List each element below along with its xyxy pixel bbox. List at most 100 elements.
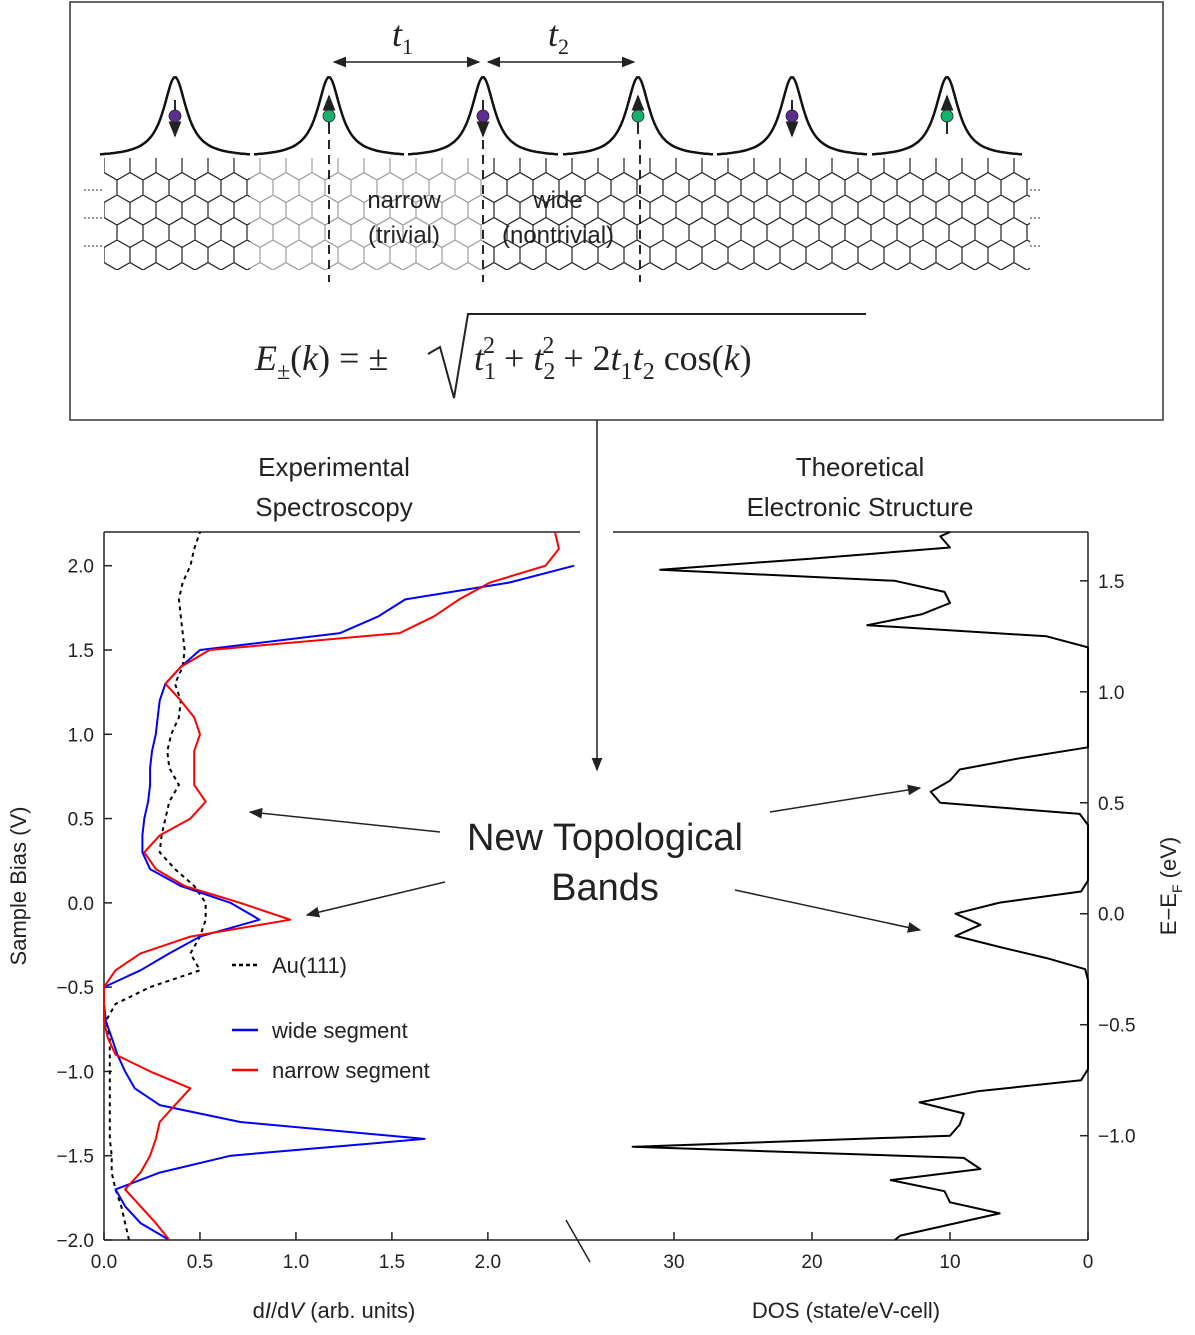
y-tick-label: −1.0 [1098, 1127, 1136, 1148]
data-line [103, 564, 575, 1241]
sqrt-sign [427, 313, 866, 399]
x-tick-label: 20 [801, 1252, 822, 1273]
label-part: d [253, 1298, 265, 1323]
x-tick-label: 1.0 [283, 1252, 309, 1273]
segment-label: wide [532, 187, 582, 214]
x-tick-label: 1.5 [379, 1252, 405, 1273]
y-tick-label: −2.0 [56, 1231, 94, 1252]
y-axis-label: E−EF (eV) [1156, 837, 1185, 935]
y-tick-label: −0.5 [1098, 1016, 1136, 1037]
eq-part: + 2 [554, 338, 610, 378]
schematic: t1 t2 narrow (trivial) wide (nontrivial)… [69, 1, 1164, 421]
segment-label: narrow [367, 187, 441, 214]
y-tick-label: 0.5 [1098, 794, 1124, 815]
ribbon [104, 158, 1030, 270]
data-line [631, 531, 1089, 1241]
spin [631, 109, 645, 123]
eq-part: 2 [483, 333, 495, 359]
y-tick-label: 1.5 [68, 641, 94, 662]
hopping-label: t1 [392, 14, 413, 59]
x-tick-label: 0.0 [91, 1252, 117, 1273]
y-tick-label: 1.0 [68, 725, 94, 746]
schematic-frame [69, 1, 1164, 421]
eq-part: 1 [621, 359, 633, 385]
eq-part: 1 [484, 359, 496, 385]
wavefunction-peaks [99, 76, 1023, 156]
annotation: Bands [551, 867, 659, 909]
y-tick-label: 0.0 [1098, 905, 1124, 926]
eq-part: ± [277, 359, 290, 385]
y-tick-label: 0.0 [68, 894, 94, 915]
eq-part: 2 [643, 359, 655, 385]
y-tick-label: −1.0 [56, 1062, 94, 1083]
eq-part: k [724, 338, 741, 378]
x-tick-label: 0 [1083, 1252, 1094, 1273]
x-tick-label: 10 [939, 1252, 960, 1273]
y-tick-label: 0.5 [68, 810, 94, 831]
data-line [103, 531, 560, 1241]
plots: 0.0 0.5 1.0 1.5 2.0 −2.0 −1.5 −1.0 −0.5 0.0 0.5 1.0… [56, 531, 1136, 1273]
spin [785, 109, 799, 123]
eq-part: + [495, 338, 533, 378]
equation-radicand: t12 + t22 + 2t1t2 cos(k) [474, 333, 752, 385]
legend-label: wide segment [271, 1018, 408, 1043]
label-part: /d [271, 1298, 289, 1323]
label-part: E−E [1156, 893, 1181, 935]
eq-part: cos( [655, 338, 724, 378]
hopping-symbol: t [548, 14, 559, 54]
hopping-index: 1 [402, 34, 413, 59]
annotation: New Topological [467, 817, 743, 859]
x-tick-label: 0.5 [187, 1252, 213, 1273]
spin [476, 109, 490, 123]
x-axis-label: dI/dV (arb. units) [253, 1298, 416, 1323]
legend-label: narrow segment [272, 1058, 430, 1083]
y-tick-label: 2.0 [68, 557, 94, 578]
peak [253, 76, 405, 156]
panel-title: Theoretical [796, 452, 925, 482]
eq-part: t [633, 338, 644, 378]
x-tick-label: 30 [663, 1252, 684, 1273]
hopping-label: t2 [548, 14, 569, 59]
x-axis-label: DOS (state/eV-cell) [752, 1298, 940, 1323]
hopping-symbol: t [392, 14, 403, 54]
y-tick-label: 1.0 [1098, 683, 1124, 704]
eq-part: t [611, 338, 622, 378]
y-axis-label: Sample Bias (V) [6, 807, 31, 966]
eq-part: ) = ± [318, 338, 388, 378]
segment-label: (nontrivial) [502, 222, 614, 249]
equation-lhs: E±(k) = ± [254, 338, 388, 385]
label-part: I [265, 1298, 271, 1323]
ribbon-continuation [84, 189, 1042, 247]
hopping-index: 2 [558, 34, 569, 59]
label-part: V [289, 1298, 306, 1323]
eq-part: 2 [542, 333, 554, 359]
y-tick-label: 1.5 [1098, 572, 1124, 593]
y-tick-label: −0.5 [56, 978, 94, 999]
spin [168, 109, 182, 123]
x-tick-label: 2.0 [475, 1252, 501, 1273]
legend-label: Au(111) [272, 953, 347, 978]
peak [871, 76, 1023, 156]
eq-part: ( [290, 338, 302, 378]
eq-part: ) [740, 338, 752, 378]
y-tick-label: −1.5 [56, 1147, 94, 1168]
data-line [104, 531, 207, 1241]
eq-part: t [533, 338, 544, 378]
segment-boundaries [328, 140, 641, 282]
peak [716, 76, 868, 156]
peak [562, 76, 714, 156]
annotation-arrows [248, 784, 922, 933]
label-part: F [1169, 884, 1185, 893]
eq-part: t [474, 338, 485, 378]
eq-part: E [254, 338, 277, 378]
segment-label: (trivial) [368, 222, 440, 249]
eq-part: k [302, 338, 319, 378]
panel-title: Electronic Structure [747, 492, 974, 522]
spin [940, 109, 954, 123]
panel-title: Spectroscopy [255, 492, 413, 522]
label-part: (eV) [1156, 837, 1181, 885]
peak [99, 76, 251, 156]
spin [322, 109, 336, 123]
panel-title: Experimental [258, 452, 410, 482]
